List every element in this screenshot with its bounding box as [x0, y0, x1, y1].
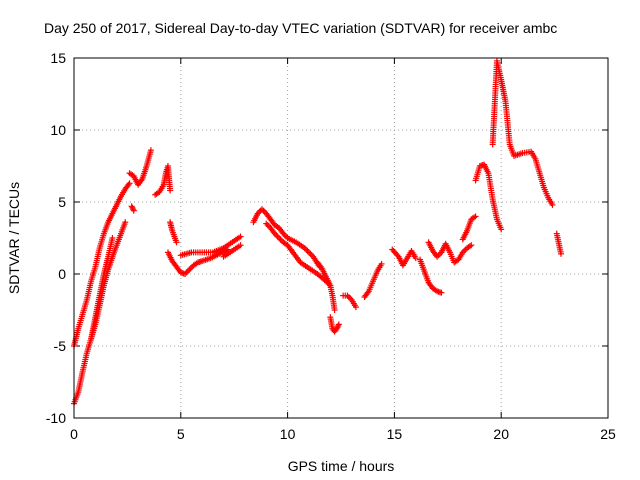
- grid: [74, 58, 608, 418]
- data-point: [167, 187, 174, 194]
- x-tick-label: 0: [70, 426, 78, 442]
- data-point: [378, 260, 385, 267]
- x-tick-labels: 0 5 10 15 20 25: [70, 426, 616, 442]
- data-point: [558, 250, 565, 257]
- data-point: [109, 235, 116, 241]
- data-point: [126, 180, 133, 187]
- data-point: [122, 219, 129, 226]
- data-point: [173, 239, 180, 246]
- y-tick-labels: -10 -5 0 5 10 15: [46, 50, 66, 426]
- y-tick-label: -5: [54, 338, 67, 354]
- data-point: [549, 201, 556, 208]
- x-axis-title: GPS time / hours: [288, 458, 395, 474]
- data-point: [468, 242, 475, 249]
- x-tick-label: 15: [387, 426, 403, 442]
- y-tick-label: 0: [58, 266, 66, 282]
- data-point: [438, 289, 445, 296]
- data-point: [130, 207, 137, 214]
- data-point: [412, 255, 419, 262]
- data-point: [237, 242, 244, 249]
- plot-frame: [73, 57, 609, 419]
- y-tick-label: 5: [58, 194, 66, 210]
- data-point: [147, 147, 154, 154]
- x-tick-label: 20: [493, 426, 509, 442]
- data-point: [237, 233, 244, 240]
- y-tick-label: -10: [46, 410, 66, 426]
- y-tick-label: 10: [50, 122, 66, 138]
- data-point: [331, 307, 338, 313]
- x-tick-label: 10: [280, 426, 296, 442]
- chart-title: Day 250 of 2017, Sidereal Day-to-day VTE…: [44, 20, 557, 36]
- y-tick-label: 15: [50, 50, 66, 66]
- x-tick-label: 25: [600, 426, 616, 442]
- y-axis-title: SDTVAR / TECUs: [6, 182, 22, 294]
- data-point: [335, 321, 342, 328]
- data-points: [71, 57, 565, 407]
- x-tick-label: 5: [177, 426, 185, 442]
- data-point: [472, 213, 479, 220]
- data-point: [352, 304, 359, 311]
- data-point: [498, 226, 505, 233]
